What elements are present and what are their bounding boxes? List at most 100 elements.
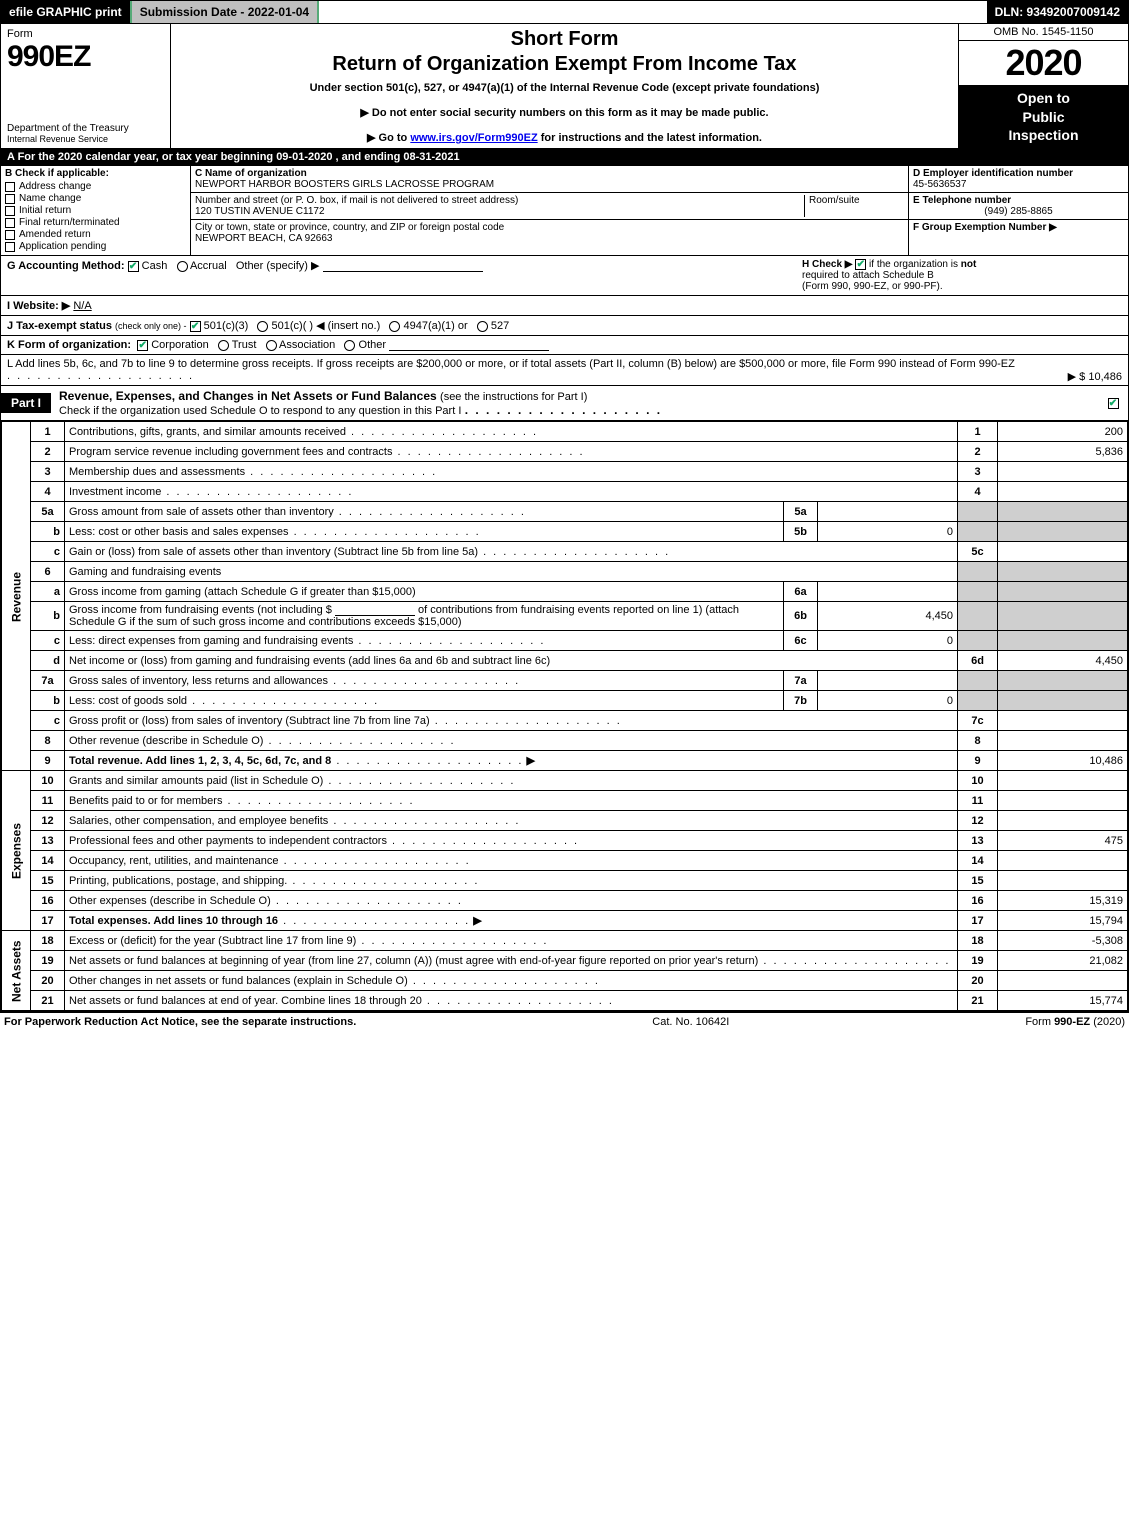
amt-10 xyxy=(998,771,1128,791)
h-label: H Check ▶ xyxy=(802,259,852,270)
footer-right-post: (2020) xyxy=(1090,1016,1125,1028)
row-21: 21 Net assets or fund balances at end of… xyxy=(2,991,1128,1011)
k-other-input[interactable] xyxy=(389,339,549,351)
num-10: 10 xyxy=(958,771,998,791)
opt-name-change: Name change xyxy=(19,193,81,204)
shade-5a xyxy=(958,502,998,522)
amt-19: 21,082 xyxy=(998,951,1128,971)
city-label: City or town, state or province, country… xyxy=(195,222,504,233)
checkbox-initial-return[interactable] xyxy=(5,206,15,216)
amt-21: 15,774 xyxy=(998,991,1128,1011)
radio-association[interactable] xyxy=(266,340,277,351)
desc-6b-1: Gross income from fundraising events (no… xyxy=(69,604,332,616)
radio-accrual[interactable] xyxy=(177,261,188,272)
row-5a: 5a Gross amount from sale of assets othe… xyxy=(2,502,1128,522)
checkbox-schedule-o[interactable]: ✔ xyxy=(1108,398,1119,409)
k-trust: Trust xyxy=(232,339,257,351)
ln-6d: d xyxy=(31,651,65,671)
instructions-link[interactable]: www.irs.gov/Form990EZ xyxy=(410,132,537,144)
section-def: D Employer identification number 45-5636… xyxy=(908,166,1128,255)
radio-527[interactable] xyxy=(477,321,488,332)
short-form-title: Short Form xyxy=(177,28,952,51)
row-10: Expenses 10 Grants and similar amounts p… xyxy=(2,771,1128,791)
shade-7a xyxy=(958,671,998,691)
omb-number: OMB No. 1545-1150 xyxy=(959,24,1128,41)
input-6b-amount[interactable] xyxy=(335,604,415,616)
ln-7b: b xyxy=(31,691,65,711)
ln-18: 18 xyxy=(31,931,65,951)
open2: Public xyxy=(1022,109,1064,125)
ln-10: 10 xyxy=(31,771,65,791)
header-right: OMB No. 1545-1150 2020 Open to Public In… xyxy=(958,24,1128,148)
dln-label: DLN: 93492007009142 xyxy=(987,1,1128,23)
checkbox-amended-return[interactable] xyxy=(5,230,15,240)
row-7b: b Less: cost of goods sold 7b 0 xyxy=(2,691,1128,711)
opt-address-change: Address change xyxy=(19,181,91,192)
open3: Inspection xyxy=(1008,127,1078,143)
shade-5a-amt xyxy=(998,502,1128,522)
ln-2: 2 xyxy=(31,442,65,462)
ln-17: 17 xyxy=(31,911,65,931)
row-2: 2 Program service revenue including gove… xyxy=(2,442,1128,462)
h-text2: required to attach Schedule B xyxy=(802,270,934,281)
radio-501c[interactable] xyxy=(257,321,268,332)
instructions-line: ▶ Go to www.irs.gov/Form990EZ for instru… xyxy=(177,131,952,144)
row-6b: b Gross income from fundraising events (… xyxy=(2,602,1128,631)
efile-label[interactable]: efile GRAPHIC print xyxy=(1,1,132,23)
part-i-sub: Check if the organization used Schedule … xyxy=(59,405,461,417)
ln-6a: a xyxy=(31,582,65,602)
part-i-title-text: Revenue, Expenses, and Changes in Net As… xyxy=(59,389,437,403)
phone-value: (949) 285-8865 xyxy=(913,206,1124,217)
num-11: 11 xyxy=(958,791,998,811)
desc-11: Benefits paid to or for members xyxy=(69,795,415,807)
k-other: Other xyxy=(359,339,387,351)
opt-final-return: Final return/terminated xyxy=(19,217,120,228)
group-exemption-label: F Group Exemption Number ▶ xyxy=(913,222,1057,233)
line-j: J Tax-exempt status (check only one) - ✔… xyxy=(0,316,1129,336)
checkbox-address-change[interactable] xyxy=(5,182,15,192)
shade-5b xyxy=(958,522,998,542)
desc-4: Investment income xyxy=(69,486,353,498)
desc-5a: Gross amount from sale of assets other t… xyxy=(69,506,526,518)
opt-initial-return: Initial return xyxy=(19,205,71,216)
num-19: 19 xyxy=(958,951,998,971)
desc-1: Contributions, gifts, grants, and simila… xyxy=(69,426,538,438)
checkbox-application-pending[interactable] xyxy=(5,242,15,252)
radio-4947[interactable] xyxy=(389,321,400,332)
amt-16: 15,319 xyxy=(998,891,1128,911)
street-value: 120 TUSTIN AVENUE C1172 xyxy=(195,206,325,217)
row-16: 16 Other expenses (describe in Schedule … xyxy=(2,891,1128,911)
page-footer: For Paperwork Reduction Act Notice, see … xyxy=(0,1012,1129,1031)
room-label: Room/suite xyxy=(809,195,860,206)
shade-6a xyxy=(958,582,998,602)
checkbox-schedule-b[interactable]: ✔ xyxy=(855,259,866,270)
row-19: 19 Net assets or fund balances at beginn… xyxy=(2,951,1128,971)
line-g: G Accounting Method: ✔ Cash Accrual Othe… xyxy=(7,259,802,292)
mini-7b: 7b xyxy=(784,691,818,711)
submission-date: Submission Date - 2022-01-04 xyxy=(132,1,319,23)
checkbox-501c3[interactable]: ✔ xyxy=(190,321,201,332)
desc-20: Other changes in net assets or fund bala… xyxy=(69,975,600,987)
checkbox-name-change[interactable] xyxy=(5,194,15,204)
desc-15: Printing, publications, postage, and shi… xyxy=(69,875,479,887)
part-i-paren: (see the instructions for Part I) xyxy=(440,391,587,403)
g-other-input[interactable] xyxy=(323,260,483,272)
shade-5b-amt xyxy=(998,522,1128,542)
radio-other[interactable] xyxy=(344,340,355,351)
desc-12: Salaries, other compensation, and employ… xyxy=(69,815,520,827)
top-bar: efile GRAPHIC print Submission Date - 20… xyxy=(0,0,1129,24)
desc-7a: Gross sales of inventory, less returns a… xyxy=(69,675,520,687)
radio-trust[interactable] xyxy=(218,340,229,351)
amt-7c xyxy=(998,711,1128,731)
desc-14: Occupancy, rent, utilities, and maintena… xyxy=(69,855,471,867)
ln-6c: c xyxy=(31,631,65,651)
part-i-label: Part I xyxy=(1,393,51,413)
checkbox-corporation[interactable]: ✔ xyxy=(137,340,148,351)
num-16: 16 xyxy=(958,891,998,911)
form-word: Form xyxy=(7,28,164,40)
checkbox-cash[interactable]: ✔ xyxy=(128,261,139,272)
checkbox-final-return[interactable] xyxy=(5,218,15,228)
part-i-checkbox-cell: ✔ xyxy=(1098,397,1128,409)
minival-6a xyxy=(818,582,958,602)
goto-post: for instructions and the latest informat… xyxy=(538,132,762,144)
